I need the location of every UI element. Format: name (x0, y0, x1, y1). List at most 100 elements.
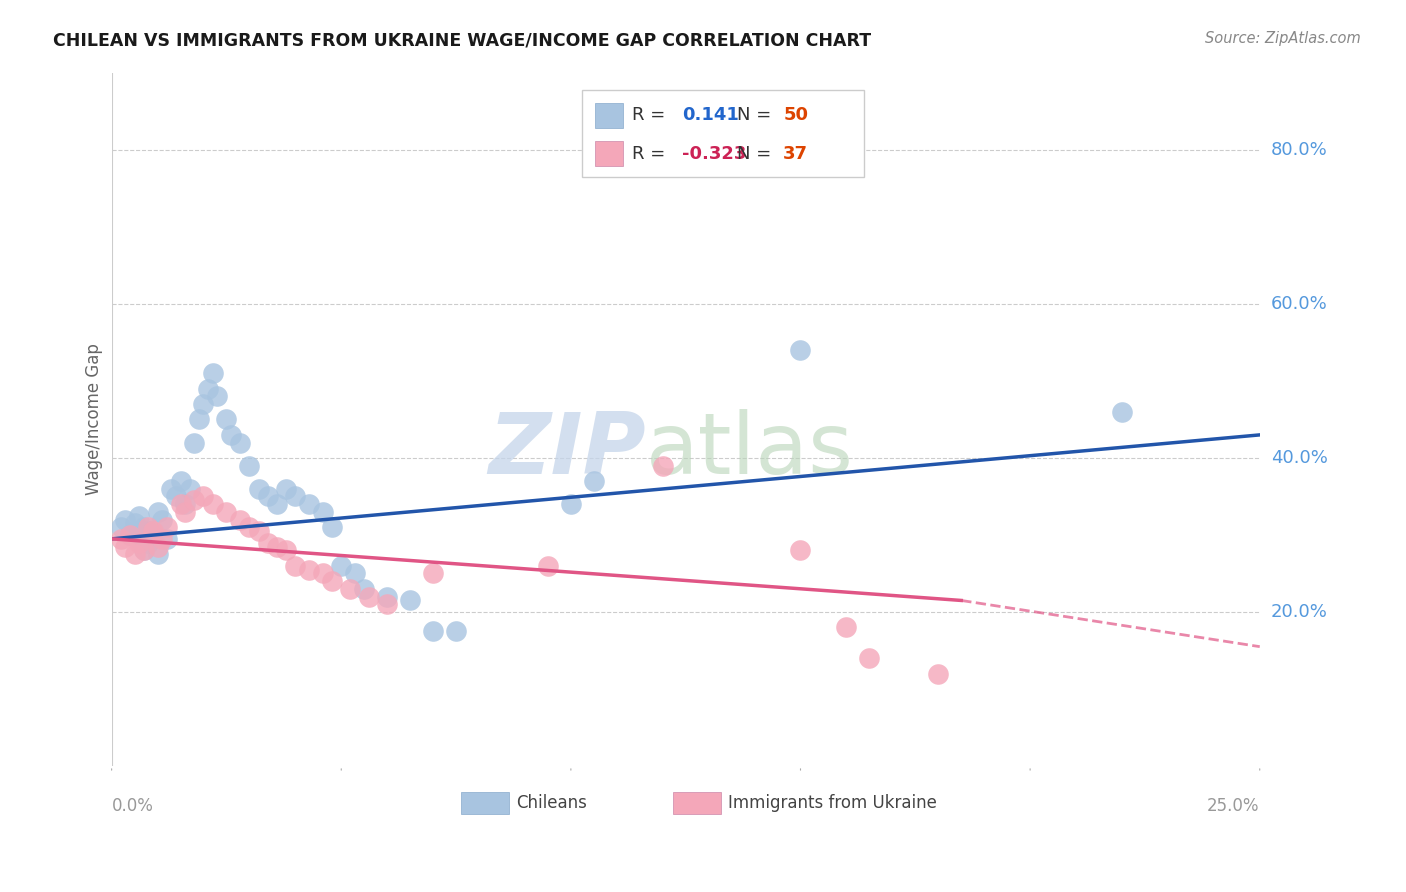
Point (651, 458, 673, 473)
Point (266, 497, 288, 511)
Text: 20.0%: 20.0% (1271, 603, 1327, 621)
Point (179, 482, 201, 496)
Point (138, 535, 160, 549)
Point (193, 490, 215, 504)
Point (858, 651, 880, 665)
Point (284, 558, 307, 573)
Text: ZIP: ZIP (488, 409, 645, 492)
Point (128, 532, 150, 546)
Point (187, 412, 209, 426)
Text: -0.323: -0.323 (682, 145, 747, 162)
Point (124, 547, 146, 561)
Point (276, 543, 298, 558)
Point (114, 540, 136, 554)
Text: 40.0%: 40.0% (1271, 449, 1327, 467)
Point (146, 547, 169, 561)
Point (256, 535, 278, 549)
Point (835, 620, 858, 634)
Point (789, 343, 811, 358)
Point (399, 593, 422, 607)
Text: N =: N = (737, 145, 778, 162)
Text: Immigrants from Ukraine: Immigrants from Ukraine (728, 794, 936, 812)
Point (142, 528, 165, 542)
Text: 25.0%: 25.0% (1208, 797, 1260, 814)
Point (353, 582, 375, 596)
FancyBboxPatch shape (673, 791, 721, 814)
Point (132, 520, 155, 534)
Point (375, 597, 398, 611)
Point (422, 566, 444, 581)
Point (132, 543, 155, 558)
Point (422, 624, 444, 639)
Point (156, 532, 179, 546)
Point (138, 520, 160, 534)
Point (298, 563, 321, 577)
Point (124, 524, 146, 538)
Point (321, 520, 343, 534)
Point (197, 382, 219, 396)
Point (276, 482, 298, 496)
Point (215, 412, 238, 426)
Point (238, 458, 260, 473)
Point (1111, 405, 1133, 419)
Point (156, 520, 179, 534)
Point (110, 520, 132, 534)
Point (146, 505, 169, 519)
Point (201, 497, 224, 511)
Point (110, 532, 132, 546)
Text: 50: 50 (783, 106, 808, 124)
Point (142, 524, 165, 538)
Text: atlas: atlas (645, 409, 853, 492)
Point (215, 505, 238, 519)
Point (146, 540, 169, 554)
Point (174, 505, 197, 519)
Point (150, 532, 173, 546)
Point (330, 558, 353, 573)
Point (560, 497, 582, 511)
Text: 0.141: 0.141 (682, 106, 740, 124)
Point (169, 497, 191, 511)
Point (229, 513, 252, 527)
Point (124, 516, 146, 531)
Point (256, 490, 278, 504)
Point (247, 482, 270, 496)
Point (344, 566, 367, 581)
Text: 60.0%: 60.0% (1271, 295, 1327, 313)
Point (128, 535, 150, 549)
FancyBboxPatch shape (461, 791, 509, 814)
Point (375, 590, 398, 604)
Point (114, 513, 136, 527)
Point (339, 582, 361, 596)
Point (183, 435, 205, 450)
Text: Chileans: Chileans (516, 794, 586, 812)
Point (150, 513, 173, 527)
Text: 80.0%: 80.0% (1271, 141, 1327, 159)
Y-axis label: Wage/Income Gap: Wage/Income Gap (86, 343, 103, 495)
Point (193, 397, 215, 411)
Point (238, 520, 260, 534)
Point (312, 566, 335, 581)
Text: N =: N = (737, 106, 778, 124)
Point (357, 590, 380, 604)
Point (321, 574, 343, 589)
Text: CHILEAN VS IMMIGRANTS FROM UKRAINE WAGE/INCOME GAP CORRELATION CHART: CHILEAN VS IMMIGRANTS FROM UKRAINE WAGE/… (53, 31, 872, 49)
Point (160, 482, 183, 496)
Point (132, 543, 155, 558)
Point (201, 366, 224, 380)
Point (284, 490, 307, 504)
Text: R =: R = (631, 106, 671, 124)
Point (312, 505, 335, 519)
Point (229, 435, 252, 450)
Text: 37: 37 (783, 145, 808, 162)
Point (247, 524, 270, 538)
Point (207, 389, 229, 403)
Point (128, 508, 150, 523)
Point (298, 497, 321, 511)
FancyBboxPatch shape (595, 141, 623, 166)
Point (537, 558, 560, 573)
Point (174, 497, 197, 511)
Point (165, 490, 187, 504)
Point (266, 540, 288, 554)
Text: R =: R = (631, 145, 671, 162)
FancyBboxPatch shape (582, 90, 863, 177)
